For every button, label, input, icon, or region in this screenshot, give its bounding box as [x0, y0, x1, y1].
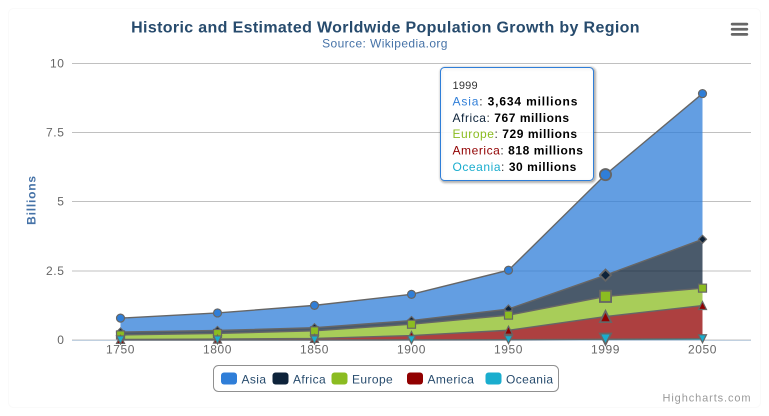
- svg-text:Asia: Asia: [242, 373, 267, 387]
- svg-text:Asia: 3,634 millions: Asia: 3,634 millions: [453, 94, 579, 108]
- svg-text:Africa: 767 millions: Africa: 767 millions: [453, 111, 570, 125]
- svg-text:2.5: 2.5: [46, 264, 64, 278]
- svg-text:America: America: [428, 373, 475, 387]
- svg-text:1750: 1750: [106, 343, 135, 357]
- svg-text:America: 818 millions: America: 818 millions: [453, 144, 584, 158]
- svg-text:Billions: Billions: [25, 175, 39, 225]
- svg-text:1999: 1999: [453, 80, 478, 92]
- svg-text:2050: 2050: [688, 343, 717, 357]
- svg-text:10: 10: [50, 56, 65, 70]
- svg-text:7.5: 7.5: [46, 126, 64, 140]
- svg-text:1800: 1800: [203, 343, 232, 357]
- svg-text:Europe: Europe: [352, 373, 393, 387]
- svg-text:Oceania: 30 millions: Oceania: 30 millions: [453, 160, 577, 174]
- svg-text:5: 5: [57, 195, 64, 209]
- svg-text:Europe: 729 millions: Europe: 729 millions: [453, 127, 578, 141]
- svg-text:Oceania: Oceania: [506, 373, 554, 387]
- svg-text:1850: 1850: [300, 343, 329, 357]
- svg-text:Highcharts.com: Highcharts.com: [662, 393, 751, 405]
- svg-text:Historic and Estimated Worldwi: Historic and Estimated Worldwide Populat…: [131, 20, 640, 37]
- svg-text:0: 0: [57, 333, 64, 347]
- svg-text:1999: 1999: [591, 343, 620, 357]
- svg-text:1950: 1950: [494, 343, 523, 357]
- svg-text:Source: Wikipedia.org: Source: Wikipedia.org: [322, 37, 448, 51]
- svg-text:Africa: Africa: [293, 373, 326, 387]
- svg-text:1900: 1900: [397, 343, 426, 357]
